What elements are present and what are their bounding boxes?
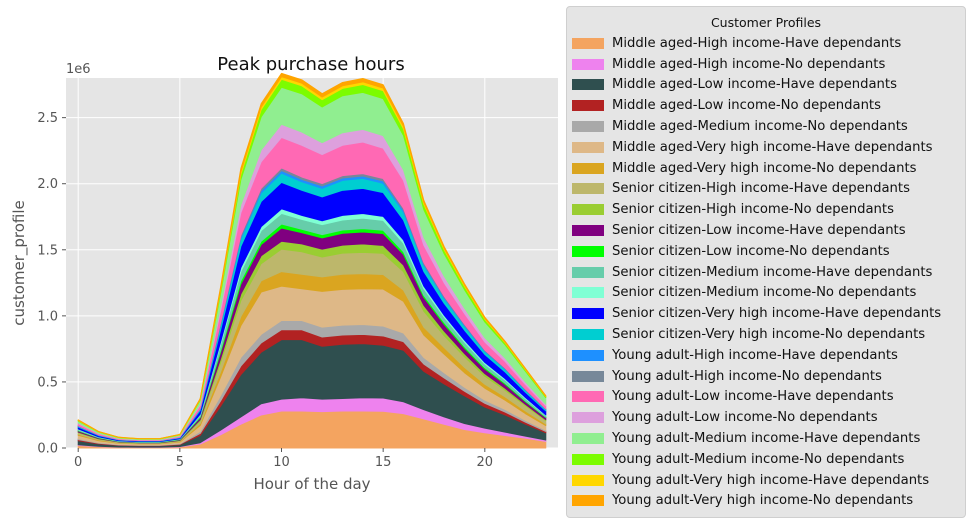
legend-swatch [572, 287, 604, 299]
legend-item: Young adult-High income-No dependants [572, 366, 965, 387]
stacked-area-chart: Peak purchase hours 0 5 10 15 20 0.0 0.5 1.0 1.5… [10, 54, 558, 493]
legend-label: Senior citizen-Very high income-Have dep… [612, 306, 942, 322]
legend: Customer Profiles Middle aged-High incom… [566, 6, 966, 518]
legend-item: Senior citizen-Very high income-Have dep… [572, 303, 965, 324]
legend-label: Young adult-Low income-Have dependants [612, 389, 894, 405]
x-tick-label: 15 [375, 455, 392, 470]
legend-label: Young adult-Very high income-No dependan… [612, 493, 914, 509]
y-tick-label: 2.0 [37, 177, 58, 192]
legend-title: Customer Profiles [710, 15, 822, 30]
legend-label: Young adult-Medium income-Have dependant… [612, 431, 921, 447]
axis-ticks: 0 5 10 15 20 0.0 0.5 1.0 1.5 2.0 2.5 [37, 111, 493, 470]
legend-swatch [572, 433, 604, 445]
legend-label: Middle aged-High income-Have dependants [612, 35, 902, 51]
x-tick-label: 0 [74, 455, 82, 470]
y-tick-label: 2.5 [37, 111, 58, 126]
legend-item: Senior citizen-High income-Have dependan… [572, 179, 965, 200]
legend-swatch [572, 100, 604, 112]
legend-label: Middle aged-Low income-Have dependants [612, 77, 897, 93]
legend-list: Middle aged-High income-Have dependants M… [567, 33, 965, 511]
legend-swatch [572, 162, 604, 174]
legend-item: Middle aged-Very high income-No dependan… [572, 158, 965, 179]
legend-item: Young adult-Very high income-Have depend… [572, 470, 965, 491]
area-young-adult-very-high-income-no-dependants [77, 72, 547, 440]
y-axis-label: customer_profile [10, 200, 29, 326]
legend-swatch [572, 495, 604, 507]
legend-swatch [572, 370, 604, 382]
legend-label: Young adult-Very high income-Have depend… [612, 472, 930, 488]
legend-swatch [572, 308, 604, 320]
y-tick-label: 0.0 [37, 442, 58, 457]
legend-item: Middle aged-High income-No dependants [572, 54, 965, 75]
legend-item: Young adult-High income-Have dependants [572, 345, 965, 366]
legend-label: Middle aged-High income-No dependants [612, 56, 886, 72]
y-tick-label: 1.5 [37, 243, 58, 258]
legend-item: Young adult-Very high income-No dependan… [572, 491, 965, 512]
x-tick-label: 20 [477, 455, 494, 470]
legend-label: Senior citizen-Medium income-No dependan… [612, 285, 917, 301]
legend-label: Middle aged-Low income-No dependants [612, 98, 881, 114]
legend-label: Young adult-High income-No dependants [612, 368, 882, 384]
y-tick-label: 1.0 [37, 309, 58, 324]
legend-swatch [572, 58, 604, 70]
legend-swatch [572, 266, 604, 278]
legend-swatch [572, 329, 604, 341]
y-tick-label: 0.5 [37, 375, 58, 390]
legend-swatch [572, 79, 604, 91]
legend-item: Senior citizen-Low income-No dependants [572, 241, 965, 262]
legend-item: Young adult-Medium income-Have dependant… [572, 428, 965, 449]
legend-label: Senior citizen-Very high income-No depen… [612, 327, 926, 343]
legend-label: Senior citizen-Low income-Have dependant… [612, 223, 906, 239]
legend-swatch [572, 412, 604, 424]
legend-swatch [572, 225, 604, 237]
legend-item: Middle aged-Low income-No dependants [572, 95, 965, 116]
legend-item: Senior citizen-Medium income-Have depend… [572, 262, 965, 283]
legend-swatch [572, 474, 604, 486]
legend-label: Senior citizen-Medium income-Have depend… [612, 264, 933, 280]
legend-item: Middle aged-Medium income-No dependants [572, 116, 965, 137]
legend-item: Young adult-Low income-Have dependants [572, 387, 965, 408]
legend-swatch [572, 37, 604, 49]
legend-swatch [572, 121, 604, 133]
legend-item: Young adult-Low income-No dependants [572, 407, 965, 428]
legend-swatch [572, 453, 604, 465]
legend-swatch [572, 141, 604, 153]
legend-item: Middle aged-Very high income-Have depend… [572, 137, 965, 158]
x-axis-label: Hour of the day [253, 475, 370, 493]
x-tick-label: 10 [273, 455, 290, 470]
legend-label: Young adult-Medium income-No dependants [612, 451, 905, 467]
legend-item: Middle aged-High income-Have dependants [572, 33, 965, 54]
legend-label: Young adult-Low income-No dependants [612, 410, 878, 426]
legend-label: Young adult-High income-Have dependants [612, 347, 898, 363]
x-tick-label: 5 [176, 455, 184, 470]
legend-swatch [572, 245, 604, 257]
legend-swatch [572, 391, 604, 403]
legend-label: Senior citizen-Low income-No dependants [612, 243, 890, 259]
legend-item: Young adult-Medium income-No dependants [572, 449, 965, 470]
legend-label: Senior citizen-High income-No dependants [612, 202, 894, 218]
legend-item: Senior citizen-Medium income-No dependan… [572, 283, 965, 304]
chart-title: Peak purchase hours [217, 54, 404, 75]
legend-item: Senior citizen-Low income-Have dependant… [572, 220, 965, 241]
legend-label: Middle aged-Very high income-No dependan… [612, 160, 917, 176]
legend-swatch [572, 204, 604, 216]
y-offset-label: 1e6 [66, 62, 91, 77]
area-series-layer [77, 72, 547, 449]
legend-label: Middle aged-Medium income-No dependants [612, 119, 908, 135]
legend-swatch [572, 183, 604, 195]
legend-label: Middle aged-Very high income-Have depend… [612, 139, 933, 155]
legend-item: Senior citizen-Very high income-No depen… [572, 324, 965, 345]
legend-label: Senior citizen-High income-Have dependan… [612, 181, 910, 197]
legend-item: Middle aged-Low income-Have dependants [572, 75, 965, 96]
legend-swatch [572, 349, 604, 361]
legend-item: Senior citizen-High income-No dependants [572, 199, 965, 220]
